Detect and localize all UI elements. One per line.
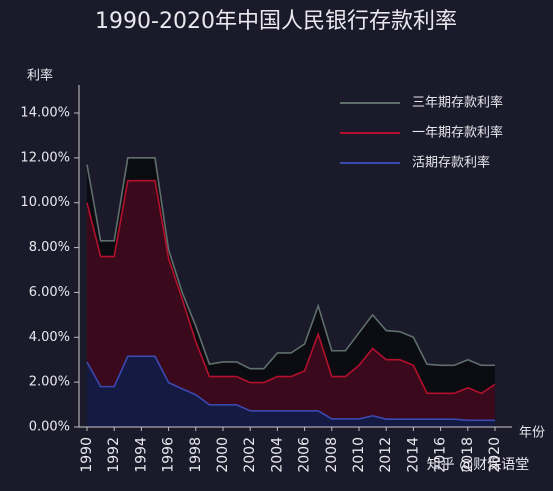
- x-tick-label: 2004: [269, 437, 285, 473]
- y-tick-label: 8.00%: [29, 240, 70, 255]
- x-tick-label: 1990: [79, 437, 95, 473]
- x-tick-label: 2000: [215, 437, 231, 473]
- x-tick-label: 2020: [487, 437, 503, 473]
- y-tick-label: 14.00%: [20, 106, 70, 121]
- y-tick-label: 6.00%: [29, 285, 70, 300]
- x-tick-label: 2014: [405, 437, 421, 473]
- x-tick-label: 2016: [433, 437, 449, 473]
- x-tick-label: 2006: [297, 437, 313, 473]
- x-tick-label: 2010: [351, 437, 367, 473]
- watermark: 知乎 @财保语堂: [427, 456, 529, 473]
- plot: 0.00% 2.00% 4.00% 6.00% 8.00% 10.00% 12.00% 14.…: [20, 85, 512, 473]
- y-tick-label: 0.00%: [29, 420, 70, 435]
- legend-label: 一年期存款利率: [412, 125, 503, 141]
- area-fill: [87, 180, 495, 427]
- y-tick-label: 10.00%: [20, 195, 70, 210]
- x-tick-label: 2008: [324, 437, 340, 473]
- x-axis-label: 年份: [519, 426, 545, 441]
- x-tick-label: 2002: [242, 437, 258, 473]
- y-axis-label: 利率: [27, 68, 53, 84]
- chart-title: 1990-2020年中国人民银行存款利率: [95, 9, 457, 34]
- x-tick-label: 1996: [161, 437, 177, 473]
- y-tick-label: 4.00%: [29, 330, 70, 345]
- x-tick-label: 1994: [133, 437, 149, 473]
- x-tick-label: 2012: [378, 437, 394, 473]
- legend-label: 活期存款利率: [412, 155, 490, 171]
- x-tick-label: 1998: [188, 437, 204, 473]
- line: [86, 179, 496, 395]
- legend-label: 三年期存款利率: [412, 95, 503, 111]
- line: [86, 355, 495, 422]
- area-fill: [87, 356, 495, 427]
- x-tick-label: 1992: [106, 437, 122, 473]
- x-tick-label: 2018: [460, 437, 476, 473]
- y-tick-label: 12.00%: [20, 150, 70, 165]
- y-tick-label: 2.00%: [29, 375, 70, 390]
- line: [86, 157, 495, 370]
